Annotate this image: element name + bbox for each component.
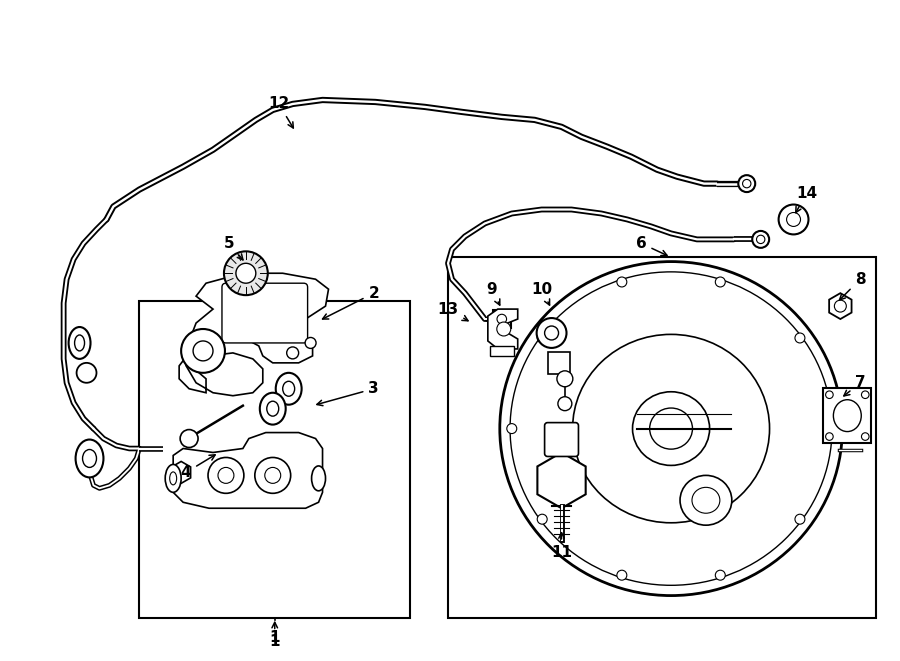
Circle shape [752,231,770,248]
Circle shape [255,457,291,493]
Text: 3: 3 [317,381,379,406]
Circle shape [536,318,566,348]
FancyBboxPatch shape [490,346,514,356]
Circle shape [787,212,800,227]
Ellipse shape [275,373,302,405]
Bar [448,257,877,618]
Circle shape [208,457,244,493]
Circle shape [825,424,835,434]
Circle shape [507,424,517,434]
Circle shape [224,251,268,295]
Circle shape [537,514,547,524]
Ellipse shape [260,393,285,424]
Circle shape [778,204,808,235]
Text: 10: 10 [531,282,553,305]
Text: 1: 1 [269,622,280,649]
Text: 5: 5 [223,236,243,260]
Circle shape [716,277,725,287]
Circle shape [236,263,256,283]
Circle shape [181,329,225,373]
Text: 8: 8 [840,272,866,300]
Circle shape [265,467,281,483]
Circle shape [742,179,751,188]
Circle shape [218,467,234,483]
FancyBboxPatch shape [493,310,510,328]
FancyBboxPatch shape [222,283,308,343]
FancyBboxPatch shape [544,422,579,457]
Circle shape [497,322,510,336]
Circle shape [537,333,547,343]
Text: 12: 12 [268,97,293,128]
Text: 14: 14 [796,186,817,213]
Ellipse shape [266,401,279,416]
Circle shape [795,514,805,524]
Text: 11: 11 [551,533,572,560]
Ellipse shape [510,272,832,585]
Ellipse shape [83,449,96,467]
Ellipse shape [170,472,176,485]
Circle shape [558,397,572,410]
Text: 4: 4 [181,455,215,480]
Ellipse shape [68,327,91,359]
Circle shape [716,570,725,580]
Circle shape [180,430,198,447]
Circle shape [738,175,755,192]
Circle shape [616,277,626,287]
Text: 2: 2 [322,286,379,319]
Circle shape [834,300,846,312]
Text: 7: 7 [844,375,866,396]
Circle shape [557,371,572,387]
Ellipse shape [833,400,861,432]
Circle shape [757,235,765,243]
Polygon shape [179,273,328,396]
Circle shape [861,433,869,440]
Circle shape [544,326,559,340]
Circle shape [194,341,213,361]
Ellipse shape [633,392,709,465]
Ellipse shape [311,466,326,491]
Circle shape [287,347,299,359]
Circle shape [825,433,833,440]
Text: 1: 1 [269,630,280,644]
Circle shape [795,333,805,343]
Ellipse shape [76,440,104,477]
Text: 6: 6 [635,236,667,256]
Text: 9: 9 [487,282,500,305]
Ellipse shape [692,487,720,513]
Ellipse shape [283,381,294,396]
Ellipse shape [680,475,732,525]
Circle shape [497,314,507,324]
Circle shape [825,391,833,399]
Ellipse shape [166,465,181,492]
Polygon shape [488,309,517,349]
Ellipse shape [75,335,85,351]
Circle shape [76,363,96,383]
Ellipse shape [650,408,692,449]
Circle shape [861,391,869,399]
Polygon shape [173,432,322,508]
Bar [824,388,871,442]
Ellipse shape [500,262,842,596]
Circle shape [616,570,626,580]
Text: 13: 13 [437,301,468,321]
FancyBboxPatch shape [548,352,570,374]
Ellipse shape [572,334,770,523]
Bar [140,301,410,618]
Circle shape [305,338,316,348]
